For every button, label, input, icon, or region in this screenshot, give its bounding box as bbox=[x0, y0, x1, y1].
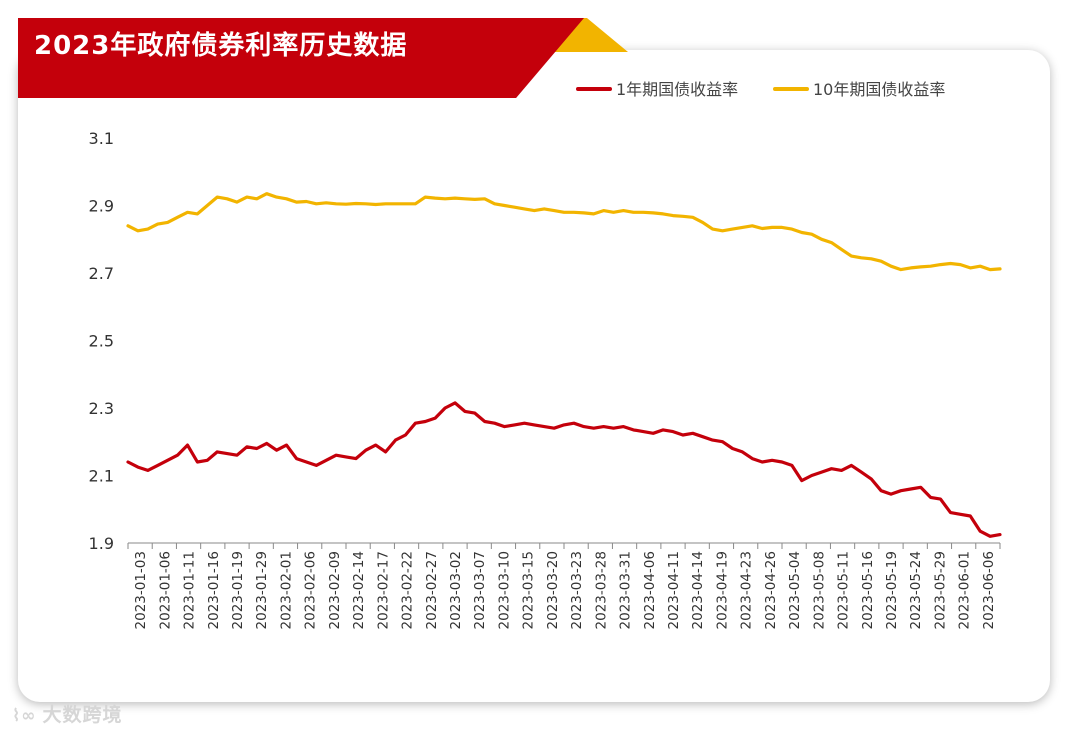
legend: 1年期国债收益率 10年期国债收益率 bbox=[576, 80, 945, 99]
x-tick-label: 2023-05-19 bbox=[884, 551, 900, 629]
x-tick-label: 2023-03-07 bbox=[472, 551, 488, 629]
x-tick-label: 2023-01-16 bbox=[206, 551, 222, 629]
x-tick-label: 2023-03-10 bbox=[496, 551, 512, 629]
x-tick-label: 2023-02-22 bbox=[400, 551, 416, 629]
y-tick-label: 1.9 bbox=[89, 534, 114, 553]
legend-label: 1年期国债收益率 bbox=[616, 80, 738, 99]
x-tick-label: 2023-02-27 bbox=[424, 551, 440, 629]
chart-title: 2023年政府债券利率历史数据 bbox=[34, 31, 408, 61]
legend-label: 10年期国债收益率 bbox=[813, 80, 945, 99]
y-tick-label: 2.1 bbox=[89, 467, 114, 486]
x-tick-label: 2023-04-26 bbox=[763, 551, 779, 629]
x-tick-label: 2023-01-11 bbox=[182, 551, 198, 629]
watermark-text: 大数跨境 bbox=[42, 704, 123, 726]
x-tick-label: 2023-03-31 bbox=[618, 551, 634, 629]
x-tick-label: 2023-04-23 bbox=[739, 551, 755, 629]
x-tick-label: 2023-05-11 bbox=[836, 551, 852, 629]
x-tick-label: 2023-05-24 bbox=[908, 551, 924, 629]
series-line-1 bbox=[126, 192, 1002, 272]
x-tick-label: 2023-03-20 bbox=[545, 551, 561, 629]
x-tick-label: 2023-02-01 bbox=[278, 551, 294, 629]
x-tick-label: 2023-06-01 bbox=[957, 551, 973, 629]
x-tick-label: 2023-05-16 bbox=[860, 551, 876, 629]
x-tick-label: 2023-02-14 bbox=[351, 551, 367, 629]
x-tick-label: 2023-04-14 bbox=[690, 551, 706, 629]
y-tick-label: 2.5 bbox=[89, 332, 114, 351]
series-line-0 bbox=[126, 401, 1002, 538]
y-tick-label: 2.7 bbox=[89, 264, 114, 283]
x-tick-label: 2023-05-29 bbox=[932, 551, 948, 629]
x-tick-label: 2023-04-11 bbox=[666, 551, 682, 629]
x-tick-label: 2023-04-06 bbox=[642, 551, 658, 629]
x-tick-label: 2023-02-06 bbox=[303, 551, 319, 629]
plot-area bbox=[126, 192, 1002, 538]
y-tick-label: 2.3 bbox=[89, 399, 114, 418]
y-tick-label: 2.9 bbox=[89, 197, 114, 216]
x-axis: 2023-01-03 2023-01-06 2023-01-11 2023-01-16… bbox=[127, 542, 1001, 629]
x-tick-label: 2023-01-03 bbox=[133, 551, 149, 629]
y-axis: 1.9 2.1 2.3 2.5 2.7 2.9 3.1 bbox=[89, 129, 114, 553]
x-tick-label: 2023-01-19 bbox=[230, 551, 246, 629]
x-tick-label: 2023-03-23 bbox=[569, 551, 585, 629]
x-tick-label: 2023-02-09 bbox=[327, 551, 343, 629]
chart-card bbox=[18, 50, 1050, 702]
x-tick-label: 2023-03-28 bbox=[593, 551, 609, 629]
x-tick-label: 2023-03-15 bbox=[521, 551, 537, 629]
x-tick-label: 2023-01-29 bbox=[254, 551, 270, 629]
x-tick-label: 2023-01-06 bbox=[157, 551, 173, 629]
x-tick-label: 2023-04-19 bbox=[714, 551, 730, 629]
watermark: ⌇∞ 大数跨境 bbox=[12, 702, 122, 728]
x-tick-label: 2023-06-06 bbox=[981, 551, 997, 629]
x-tick-label: 2023-05-04 bbox=[787, 551, 803, 629]
watermark-logo-icon: ⌇∞ bbox=[12, 706, 37, 726]
y-tick-label: 3.1 bbox=[89, 129, 114, 148]
x-tick-label: 2023-02-17 bbox=[375, 551, 391, 629]
x-tick-label: 2023-05-08 bbox=[811, 551, 827, 629]
x-tick-label: 2023-03-02 bbox=[448, 551, 464, 629]
title-banner bbox=[18, 18, 584, 98]
